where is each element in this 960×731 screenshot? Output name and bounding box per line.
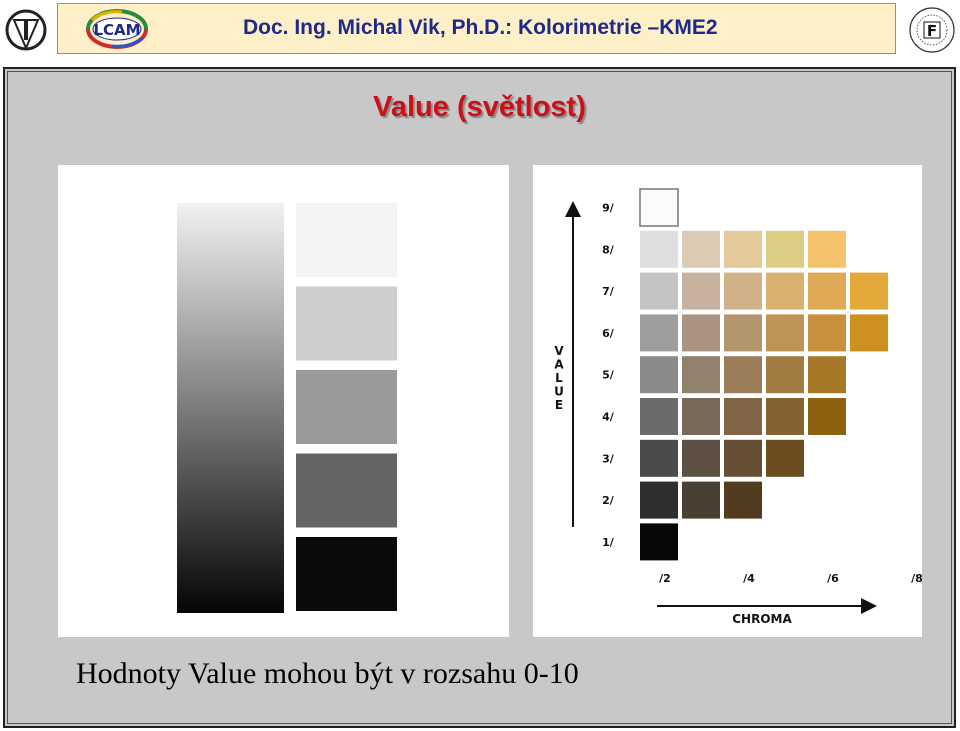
color-chip (640, 314, 678, 352)
color-chip (682, 439, 720, 477)
color-chip (682, 398, 720, 435)
color-chip (640, 481, 678, 519)
color-chip (808, 314, 846, 352)
color-chip (724, 230, 762, 268)
color-chip (724, 439, 762, 477)
header-title: Doc. Ing. Michal Vik, Ph.D.: Kolorimetri… (243, 16, 718, 39)
color-chip (850, 314, 888, 352)
color-chips (639, 188, 888, 561)
value-axis-letter: L (555, 371, 563, 385)
value-tick-label: 1/ (602, 536, 615, 549)
chroma-tick-label: /2 (659, 572, 671, 585)
value-axis-letter: V (554, 344, 564, 358)
value-tick-label: 6/ (602, 327, 615, 340)
chroma-axis-label: CHROMA (732, 612, 792, 626)
color-chip (724, 314, 762, 352)
slide-inner-border (7, 71, 952, 724)
color-chip (640, 523, 678, 561)
lcam-logo: LCAM (86, 9, 148, 49)
value-axis-letter: E (555, 398, 563, 412)
color-chip (766, 439, 804, 477)
value-tick-labels: 9/8/7/6/5/4/3/2/1/ (602, 202, 615, 549)
chroma-tick-label: /8 (911, 572, 922, 585)
grey-swatches (296, 203, 397, 611)
grey-swatch (296, 537, 397, 611)
grey-swatch (296, 453, 397, 528)
value-tick-label: 9/ (602, 202, 615, 215)
value-tick-label: 5/ (602, 369, 615, 382)
value-axis-letter: A (554, 358, 564, 372)
color-chip (682, 356, 720, 394)
grey-swatch (296, 286, 397, 361)
value-tick-label: 8/ (602, 243, 615, 256)
tul-logo (5, 9, 47, 51)
color-chip (724, 398, 762, 435)
university-seal: F (909, 7, 955, 53)
grey-scale-panel (58, 165, 509, 637)
color-chip (808, 398, 846, 435)
grey-gradient-bar (177, 203, 284, 613)
color-chip (808, 272, 846, 310)
chroma-tick-label: /4 (743, 572, 755, 585)
color-chip (766, 398, 804, 435)
color-chip (724, 481, 762, 519)
seal-mark: F (927, 22, 937, 40)
color-chip (682, 272, 720, 310)
color-chip (766, 230, 804, 268)
color-chip (640, 272, 678, 310)
value-axis-letter: U (554, 385, 564, 399)
grey-scale-figure (177, 203, 397, 613)
color-chip (766, 356, 804, 394)
value-tick-label: 2/ (602, 494, 615, 507)
color-chip (640, 356, 678, 394)
color-chip (640, 439, 678, 477)
lcam-logo-text: LCAM (93, 21, 140, 39)
color-chip (724, 272, 762, 310)
color-chip (682, 230, 720, 268)
value-tick-label: 7/ (602, 285, 615, 298)
color-chip (682, 314, 720, 352)
color-chip (639, 188, 679, 227)
chroma-tick-label: /6 (827, 572, 839, 585)
chroma-tick-labels: /2/4/6/8/10 (659, 572, 923, 585)
slide-caption: Hodnoty Value mohou být v rozsahu 0-10 (76, 657, 579, 690)
color-chip (766, 272, 804, 310)
color-chip (850, 272, 888, 310)
color-chip (640, 230, 678, 268)
color-chip (808, 230, 846, 268)
slide-title: Value (světlost) (373, 91, 586, 123)
color-chip (724, 356, 762, 394)
header-bar: LCAM Doc. Ing. Michal Vik, Ph.D.: Kolori… (57, 3, 896, 54)
value-tick-label: 4/ (602, 411, 615, 424)
grey-swatch (296, 370, 397, 444)
value-tick-label: 3/ (602, 452, 615, 465)
color-chip (766, 314, 804, 352)
color-chip (640, 398, 678, 435)
grey-swatch (296, 203, 397, 277)
color-chip (682, 481, 720, 519)
color-chip (808, 356, 846, 394)
